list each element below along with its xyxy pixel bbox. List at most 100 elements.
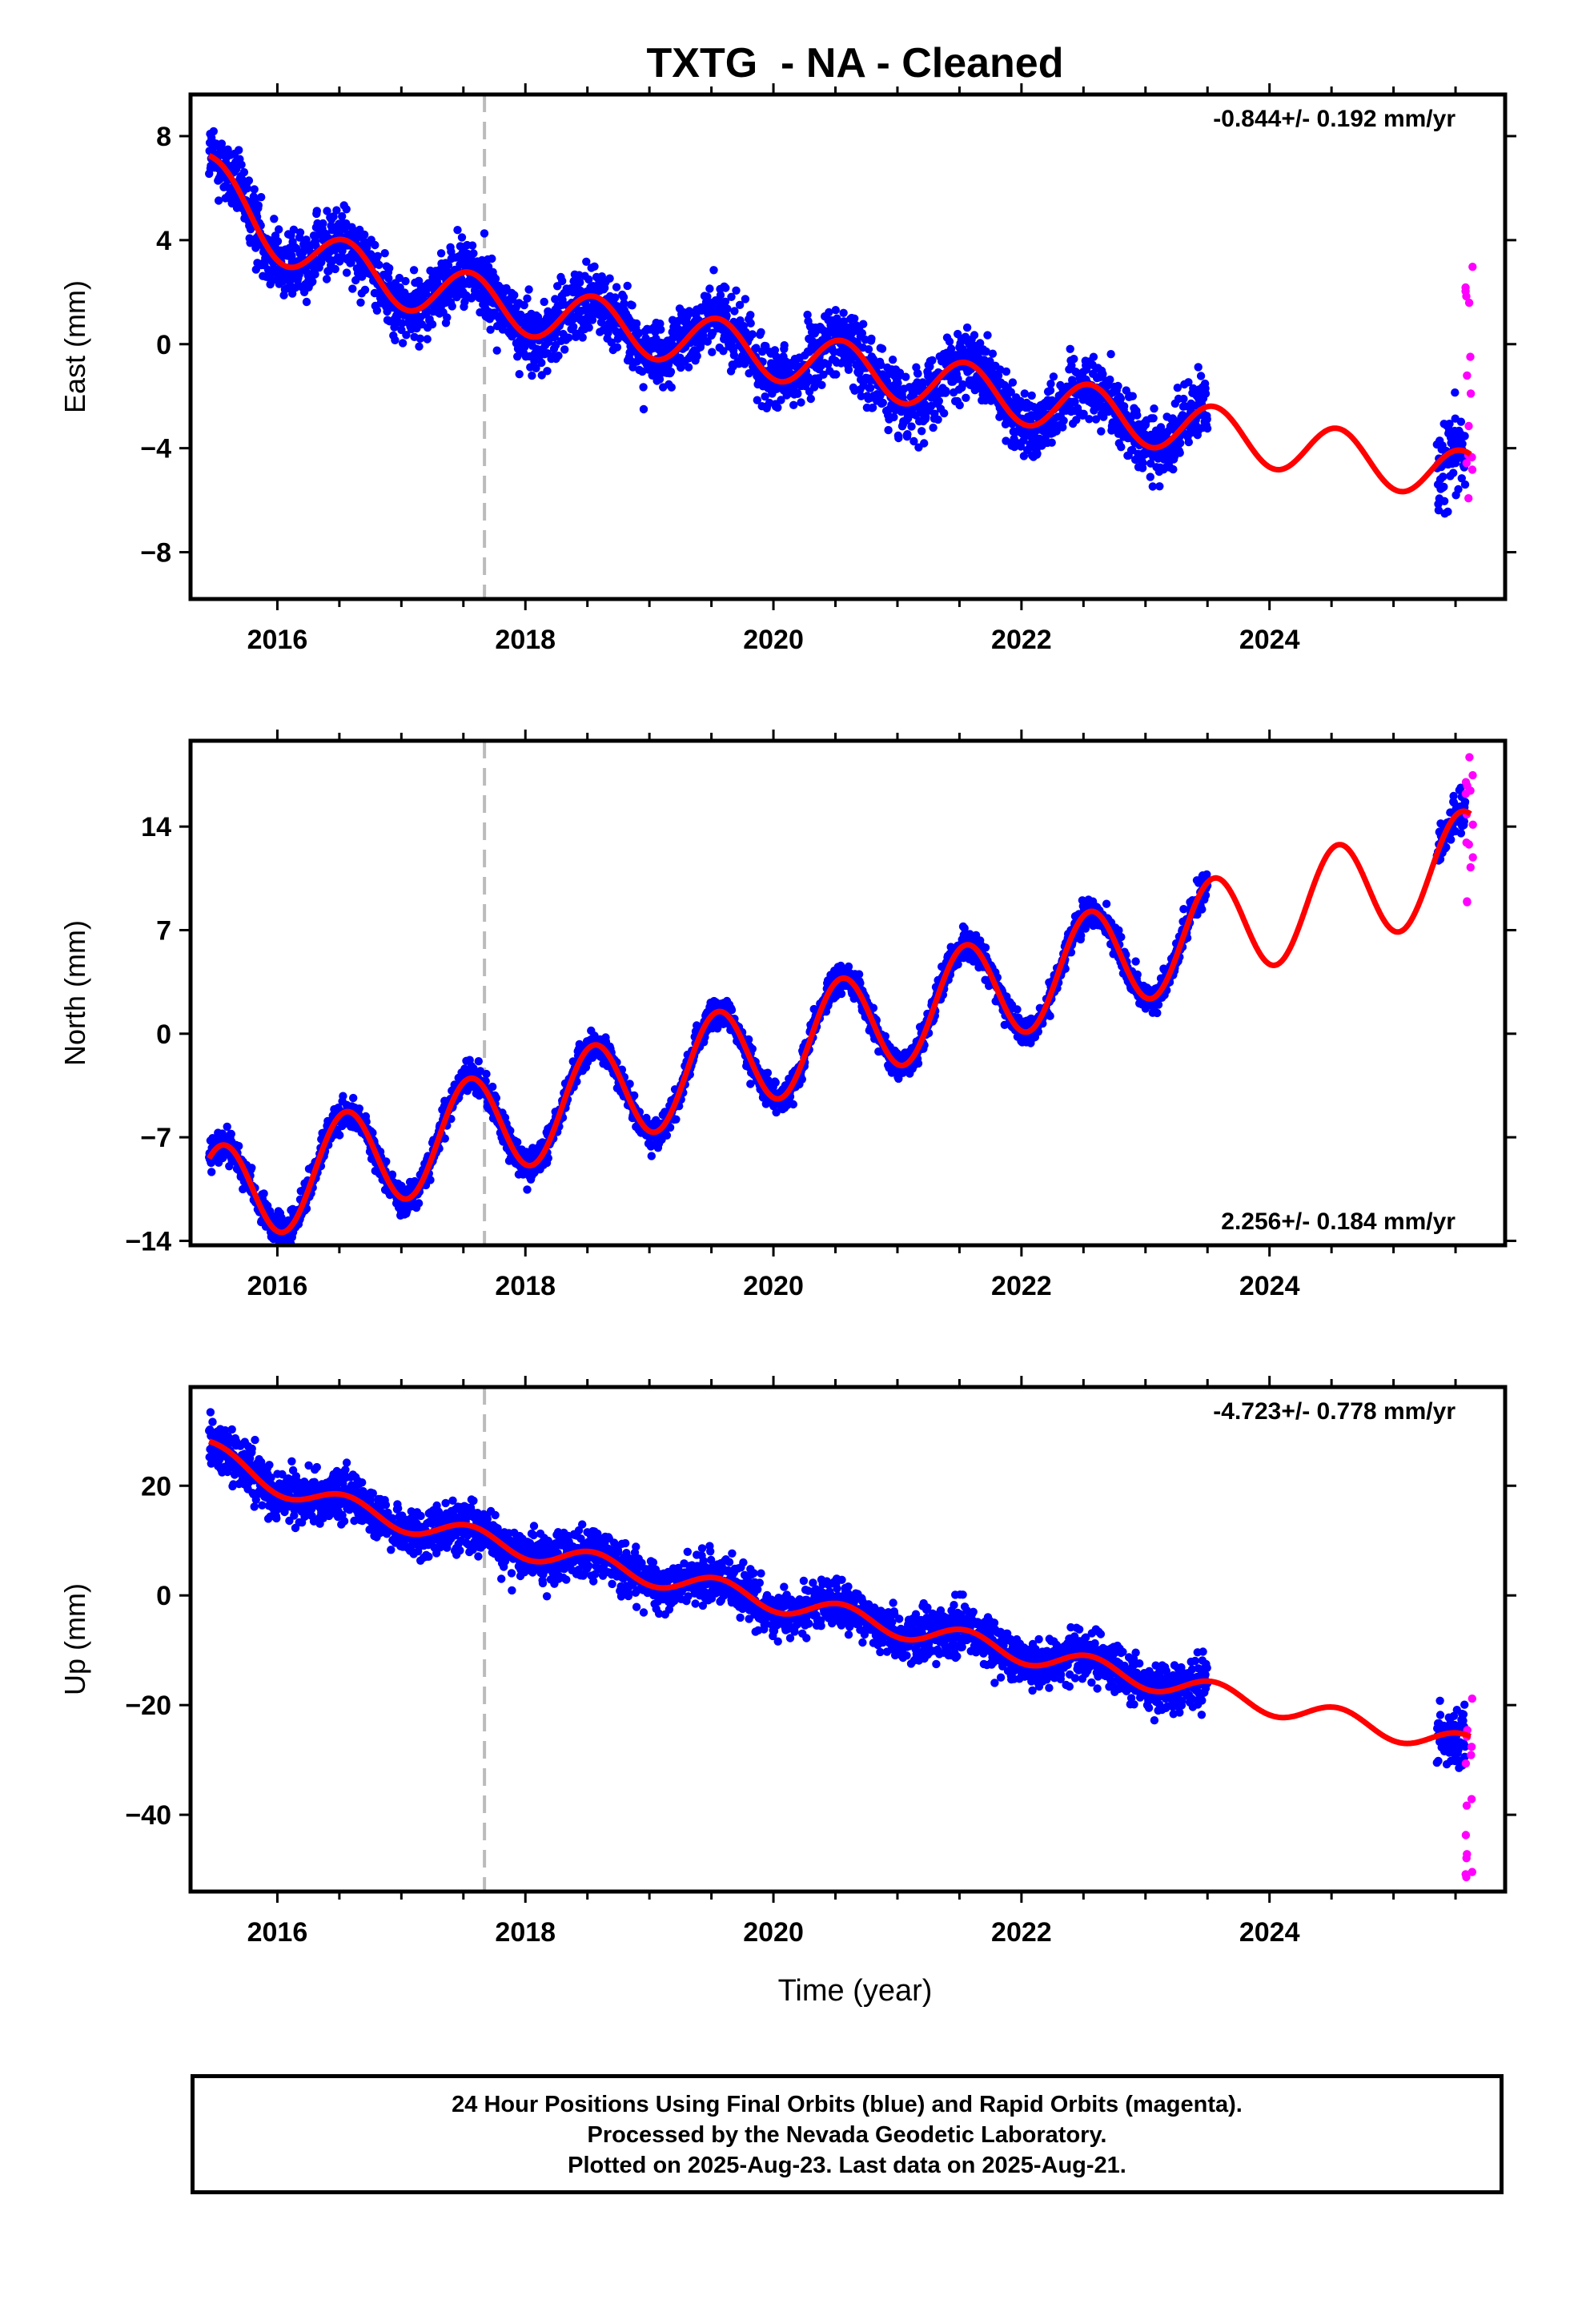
final-orbit-point bbox=[745, 1035, 753, 1044]
final-orbit-point bbox=[865, 384, 875, 392]
final-orbit-point bbox=[414, 1199, 424, 1208]
final-orbit-point bbox=[423, 335, 432, 344]
plot-area-east bbox=[205, 94, 1477, 599]
final-orbit-point bbox=[945, 337, 954, 346]
final-orbit-point bbox=[789, 400, 798, 409]
final-orbit-point bbox=[1079, 409, 1088, 418]
final-orbit-point bbox=[1156, 423, 1166, 432]
final-orbit-point bbox=[940, 408, 949, 418]
final-orbit-point bbox=[893, 379, 902, 388]
final-orbit-point bbox=[339, 1092, 347, 1100]
final-orbit-point bbox=[757, 328, 765, 337]
final-orbit-point bbox=[942, 386, 950, 396]
final-orbit-point bbox=[705, 284, 714, 293]
final-orbit-point bbox=[537, 358, 546, 368]
final-orbit-point bbox=[1201, 389, 1211, 398]
final-orbit-point bbox=[289, 225, 299, 234]
final-orbit-point bbox=[523, 1185, 532, 1194]
final-orbit-point bbox=[721, 283, 730, 292]
final-orbit-point bbox=[1173, 384, 1182, 392]
final-orbit-point bbox=[469, 249, 478, 258]
final-orbit-point bbox=[1002, 367, 1011, 376]
final-orbit-point bbox=[554, 352, 563, 360]
final-orbit-point bbox=[656, 325, 665, 334]
final-orbit-point bbox=[655, 375, 665, 384]
final-orbit-point bbox=[793, 389, 802, 398]
final-orbit-point bbox=[1097, 427, 1106, 436]
final-orbit-point bbox=[639, 404, 648, 414]
final-orbit-point bbox=[894, 433, 903, 443]
final-orbit-point bbox=[623, 281, 632, 291]
final-orbit-point bbox=[917, 427, 926, 436]
final-orbit-point bbox=[903, 430, 912, 439]
final-orbit-point bbox=[1049, 372, 1058, 381]
final-orbit-point bbox=[713, 1024, 722, 1033]
model-fit-curve-east bbox=[207, 153, 1472, 495]
final-orbit-point bbox=[867, 334, 876, 344]
final-orbit-point bbox=[913, 369, 922, 378]
final-orbit-point bbox=[398, 319, 407, 328]
final-orbit-point bbox=[1451, 388, 1460, 397]
final-orbit-point bbox=[492, 346, 501, 355]
final-orbit-point bbox=[513, 1138, 522, 1147]
final-orbit-point bbox=[523, 294, 532, 303]
rapid-orbit-point bbox=[1468, 263, 1477, 271]
final-orbit-point bbox=[460, 297, 469, 307]
final-orbit-point bbox=[398, 339, 408, 348]
final-orbit-point bbox=[1169, 464, 1178, 474]
final-orbit-point bbox=[730, 307, 739, 316]
final-orbit-point bbox=[1449, 468, 1458, 477]
final-orbit-point bbox=[440, 1134, 449, 1143]
final-orbit-point bbox=[578, 333, 587, 342]
final-orbit-point bbox=[312, 207, 321, 215]
final-orbit-point bbox=[1085, 415, 1094, 424]
final-orbit-point bbox=[625, 1080, 634, 1088]
final-orbit-point bbox=[918, 378, 927, 387]
final-orbit-point bbox=[515, 370, 524, 379]
final-orbit-point bbox=[909, 436, 918, 446]
final-orbit-point bbox=[572, 329, 581, 339]
rate-annotation-east: -0.844+/- 0.192 mm/yr bbox=[1213, 106, 1456, 132]
final-orbit-point bbox=[934, 396, 944, 405]
final-orbit-point bbox=[436, 249, 446, 258]
final-orbit-point bbox=[727, 292, 736, 301]
final-orbit-point bbox=[391, 320, 400, 328]
final-orbit-point bbox=[723, 304, 732, 313]
final-orbit-point bbox=[443, 313, 452, 322]
final-orbit-point bbox=[1196, 372, 1206, 380]
final-orbit-point bbox=[243, 184, 251, 193]
final-orbit-point bbox=[797, 1075, 806, 1084]
final-orbit-point bbox=[259, 1189, 268, 1198]
final-orbit-point bbox=[584, 323, 593, 332]
y-tick-label: 4 bbox=[156, 226, 171, 256]
final-orbit-point bbox=[962, 393, 970, 402]
final-orbit-point bbox=[771, 1078, 780, 1088]
final-orbit-point bbox=[482, 1069, 491, 1079]
final-orbit-point bbox=[1456, 417, 1466, 426]
final-orbit-point bbox=[1460, 432, 1469, 440]
final-orbit-point bbox=[1194, 363, 1203, 372]
final-orbit-point bbox=[273, 237, 283, 246]
final-orbit-point bbox=[888, 356, 897, 364]
final-orbit-point bbox=[250, 185, 259, 194]
final-orbit-point bbox=[662, 1131, 672, 1140]
final-orbit-point bbox=[560, 345, 569, 354]
final-orbit-point bbox=[844, 365, 853, 374]
rapid-orbit-point bbox=[1466, 389, 1476, 398]
y-tick-label: 0 bbox=[156, 330, 171, 360]
final-orbit-point bbox=[1458, 440, 1467, 448]
final-orbit-point bbox=[227, 1129, 235, 1139]
final-orbit-point bbox=[223, 1122, 231, 1132]
final-orbit-point bbox=[540, 297, 548, 307]
final-orbit-point bbox=[510, 291, 519, 300]
final-orbit-point bbox=[877, 344, 887, 353]
final-orbit-point bbox=[428, 320, 437, 329]
final-orbit-point bbox=[716, 291, 725, 300]
x-tick-label: 2016 bbox=[247, 625, 308, 655]
final-orbit-point bbox=[934, 415, 942, 424]
rapid-orbit-point bbox=[1464, 421, 1473, 431]
final-orbit-point bbox=[797, 398, 805, 407]
final-orbit-point bbox=[1133, 411, 1142, 420]
final-orbit-point bbox=[329, 212, 338, 221]
final-orbit-point bbox=[474, 1057, 483, 1066]
